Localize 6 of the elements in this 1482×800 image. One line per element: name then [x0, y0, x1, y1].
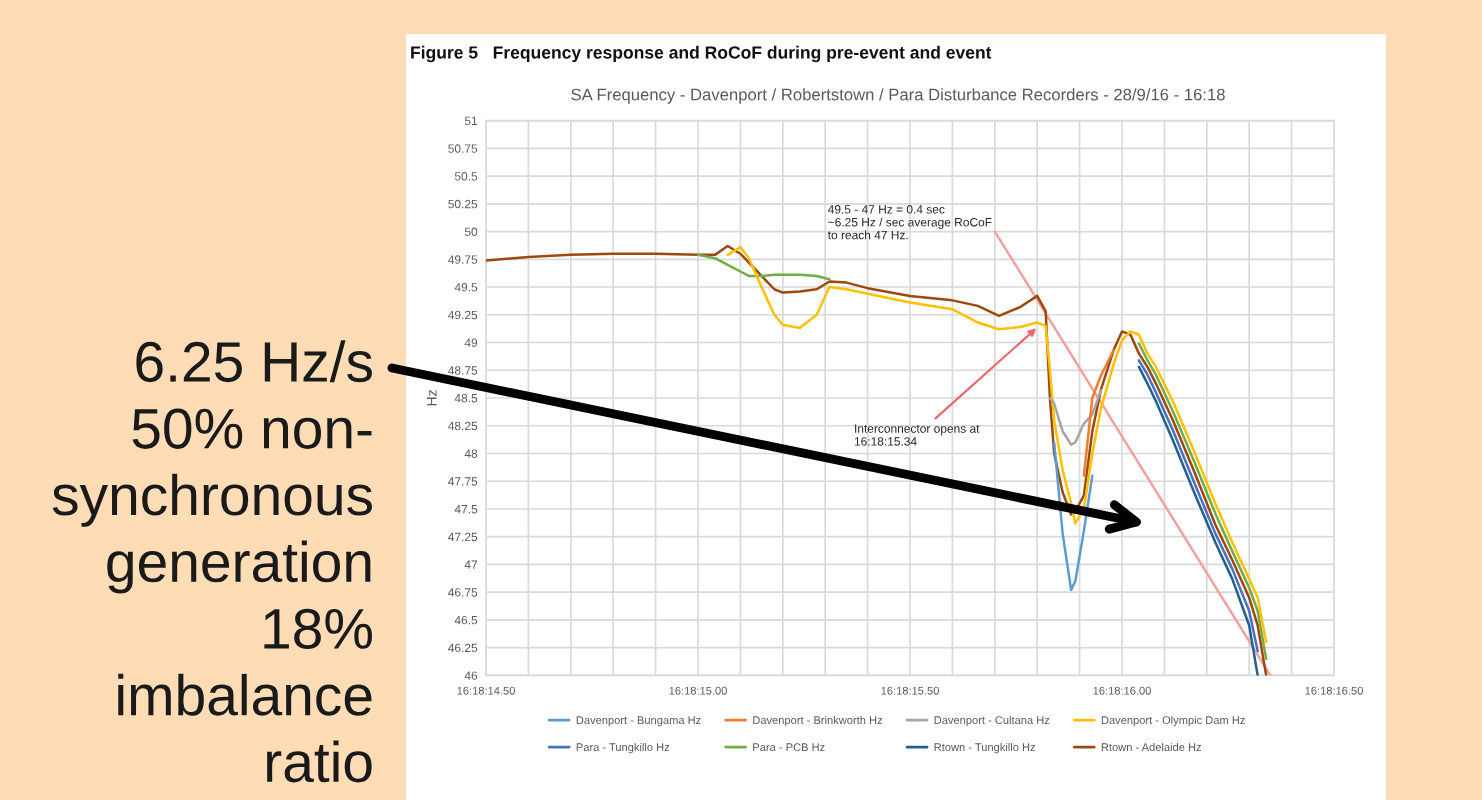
- chart-subtitle: SA Frequency - Davenport / Robertstown / Para Disturbance Recorders - 28/9/16 - 16:18: [571, 88, 1225, 104]
- chart-title: Figure 5 Frequency response and RoCoF during pre-event and event: [411, 45, 992, 63]
- line-series: [1082, 349, 1115, 477]
- line-series: [1052, 441, 1094, 592]
- line-series: [1048, 388, 1103, 446]
- text: 6.25 Hz/s 50% non- synchronous generation 18% imbalance ratio: [52, 340, 372, 783]
